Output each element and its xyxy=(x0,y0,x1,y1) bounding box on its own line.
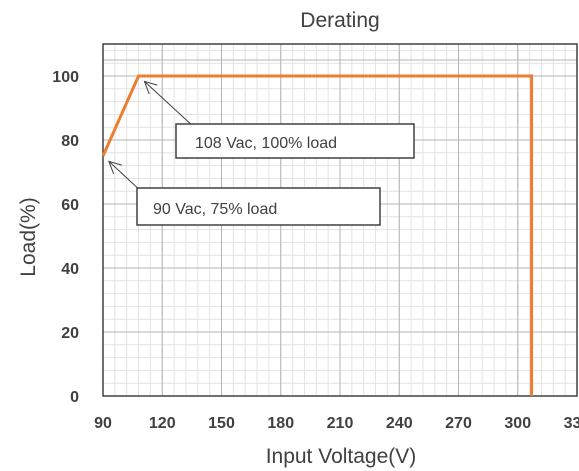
annotations: 108 Vac, 100% load 90 Vac, 75% load xyxy=(108,80,415,226)
plot-area-frame xyxy=(102,43,578,397)
chart-title: Derating xyxy=(300,9,379,32)
series-layer xyxy=(101,74,534,396)
x-axis-ticks: 90 120 150 180 210 240 270 300 330 xyxy=(94,415,579,432)
y-tick-label: 60 xyxy=(61,197,79,214)
annotation-arrow-line xyxy=(108,161,143,193)
y-axis-title: Load(%) xyxy=(17,197,40,276)
y-axis-ticks: 0 20 40 60 80 100 xyxy=(52,69,79,406)
x-tick-label: 90 xyxy=(94,415,112,432)
annotation-arrowhead xyxy=(143,80,158,95)
y-tick-label: 100 xyxy=(52,69,79,86)
x-tick-label: 150 xyxy=(208,415,235,432)
x-axis-title: Input Voltage(V) xyxy=(266,445,417,468)
annotation-label: 90 Vac, 75% load xyxy=(153,201,277,218)
y-tick-label: 80 xyxy=(61,133,79,150)
x-tick-label: 240 xyxy=(386,415,413,432)
annotation-arrow-line xyxy=(144,81,196,129)
annotation-box xyxy=(175,123,415,159)
annotation-box xyxy=(136,187,381,226)
x-tick-label: 270 xyxy=(445,415,472,432)
annotation-arrowhead xyxy=(108,160,122,175)
derating-line xyxy=(101,74,534,396)
x-tick-label: 120 xyxy=(149,415,176,432)
annotation-label: 108 Vac, 100% load xyxy=(195,135,337,152)
y-tick-label: 40 xyxy=(61,261,79,278)
x-tick-label: 330 xyxy=(564,415,579,432)
x-tick-label: 210 xyxy=(327,415,354,432)
y-tick-label: 0 xyxy=(70,389,79,406)
x-tick-label: 180 xyxy=(267,415,294,432)
y-tick-label: 20 xyxy=(61,325,79,342)
x-tick-label: 300 xyxy=(504,415,531,432)
